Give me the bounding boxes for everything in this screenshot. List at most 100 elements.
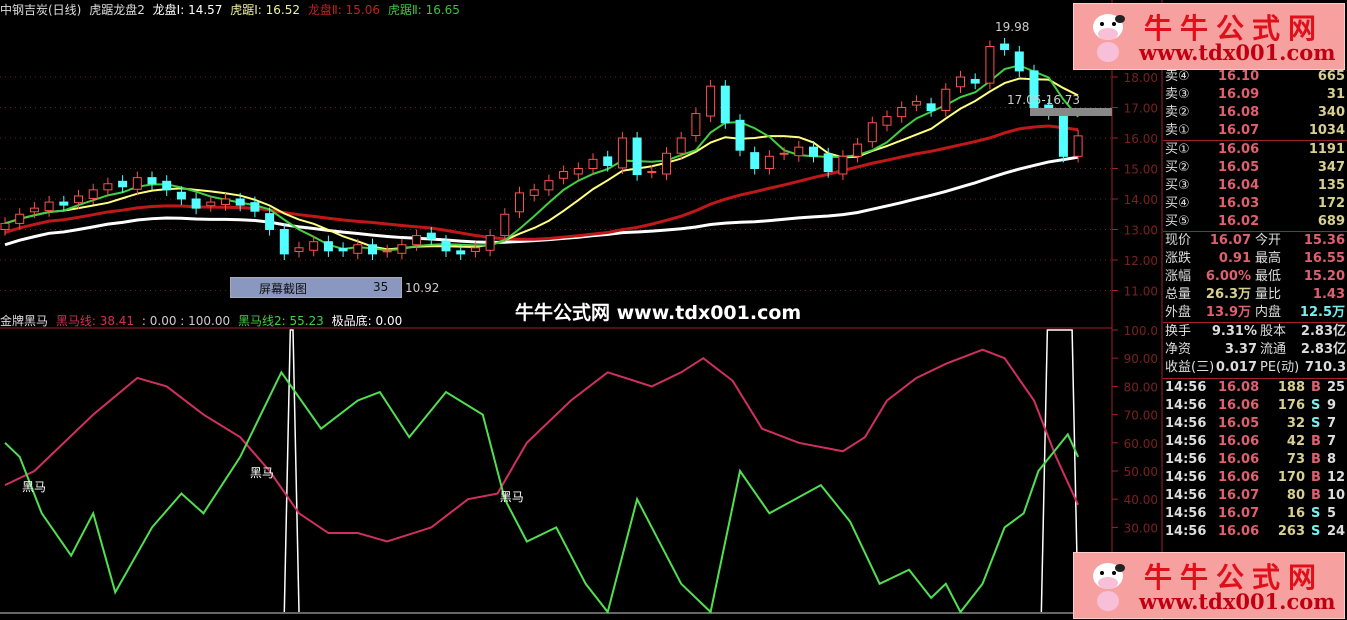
bid-label: 买④ <box>1165 196 1190 211</box>
tick-time: 14:56 <box>1165 488 1207 503</box>
candle-body <box>338 247 348 252</box>
candle-body <box>544 180 554 191</box>
candle-body <box>1058 115 1068 157</box>
tick-direction: B <box>1311 380 1321 395</box>
bid-volume: 689 <box>1317 214 1345 229</box>
tick-price: 16.06 <box>1218 452 1260 467</box>
indicator-header: 金牌黑马 黑马线: 38.41 : 0.00 : 100.00 黑马线2: 55… <box>0 312 406 329</box>
ma-legend-4: 虎踞Ⅱ: 16.65 <box>387 3 460 17</box>
candle-body <box>250 202 260 212</box>
candle-body <box>853 143 863 157</box>
tick-row: 14:56 16.06 176 S 9 <box>1163 397 1347 415</box>
tick-count: 24 <box>1327 524 1346 539</box>
ma-legend-1: 龙盘Ⅰ: 14.57 <box>152 3 223 17</box>
price-axis-label: 12.00 <box>1124 254 1158 268</box>
stat-label: 今开 <box>1255 233 1282 248</box>
watermark-name: 牛牛公式网 <box>1144 12 1325 45</box>
indicator-axis-label: 70.00 <box>1124 409 1158 423</box>
tick-volume: 16 <box>1286 506 1305 521</box>
ma-legend-3: 龙盘Ⅱ: 15.06 <box>307 3 380 17</box>
tick-direction: S <box>1311 524 1321 539</box>
fin-row: 净资 3.37 流通 2.83亿 <box>1163 341 1347 359</box>
candle-body <box>750 152 760 169</box>
candle-body <box>941 88 951 112</box>
watermark-url: www.tdx001.com <box>1139 589 1336 614</box>
bid-volume: 135 <box>1317 178 1345 193</box>
ask-row: 卖① 16.07 1034 <box>1163 122 1347 140</box>
indicator-axis-label: 100.0 <box>1124 324 1158 338</box>
bid-row: 买② 16.05 347 <box>1163 159 1347 177</box>
tick-price: 16.07 <box>1218 488 1260 503</box>
candle-body <box>29 207 39 213</box>
ask-label: 卖① <box>1165 123 1190 138</box>
candle-body <box>838 155 848 175</box>
candle-body <box>1000 43 1010 51</box>
candle-body <box>676 137 686 154</box>
heima-signal-label: 黑马 <box>250 466 274 480</box>
candle-body <box>809 146 818 157</box>
candle-body <box>529 189 539 196</box>
stat-value: 12.5万 <box>1299 305 1345 320</box>
low-price-label: 10.92 <box>405 281 439 295</box>
candle-body <box>147 177 157 185</box>
indicator-axis-label: 50.00 <box>1124 465 1158 479</box>
fin-row: 收益(三) 0.017 PE(动) 710.3 <box>1163 359 1347 377</box>
stat-row: 总量 26.3万 量比 1.43 <box>1163 286 1347 304</box>
candle-body <box>309 241 319 251</box>
fin-label: 换手 <box>1165 324 1192 339</box>
stat-value: 13.9万 <box>1205 305 1251 320</box>
candle-body <box>279 229 289 255</box>
candle-body <box>323 241 333 252</box>
tick-direction: S <box>1311 398 1321 413</box>
fin-value: 9.31% <box>1211 324 1257 339</box>
stat-row: 现价 16.07 今开 15.36 <box>1163 232 1347 250</box>
candle-body <box>735 119 745 151</box>
candle-body <box>206 201 216 207</box>
tick-count: 7 <box>1327 416 1337 431</box>
candle-body <box>103 183 113 191</box>
signal-spike-line <box>283 329 300 613</box>
candle-body <box>221 198 230 205</box>
heima-line-2 <box>4 370 1080 615</box>
tick-row: 14:56 16.05 32 S 7 <box>1163 415 1347 433</box>
stat-value: 16.07 <box>1209 233 1251 248</box>
candle-body <box>456 250 466 255</box>
section-divider <box>1163 322 1347 323</box>
candle-body <box>794 146 804 157</box>
bid-price: 16.04 <box>1218 178 1260 193</box>
tick-price: 16.06 <box>1218 434 1260 449</box>
tick-time: 14:56 <box>1165 380 1207 395</box>
candle-body <box>882 116 892 126</box>
screenshot-tooltip[interactable]: 屏幕截图 35 <box>230 277 402 298</box>
ma-white-line <box>4 155 1079 247</box>
candle-body <box>691 113 701 137</box>
indicator-legend-2: : 0.00 : 100.00 <box>141 314 231 328</box>
fin-label: 股本 <box>1260 324 1287 339</box>
candle-body <box>1073 135 1083 157</box>
tick-time: 14:56 <box>1165 524 1207 539</box>
tick-count: 9 <box>1327 398 1337 413</box>
tick-count: 8 <box>1327 452 1337 467</box>
candle-body <box>59 201 69 206</box>
watermark-name: 牛牛公式网 <box>1144 561 1325 594</box>
tick-count: 10 <box>1327 488 1346 503</box>
stat-label: 最低 <box>1255 269 1282 284</box>
fin-label: 收益(三) <box>1165 360 1215 375</box>
tick-volume: 170 <box>1277 470 1305 485</box>
price-axis-label: 17.00 <box>1124 102 1158 116</box>
candle-body <box>632 137 642 176</box>
tick-row: 14:56 16.06 73 B 8 <box>1163 451 1347 469</box>
indicator-axis-label: 80.00 <box>1124 380 1158 394</box>
stat-label: 涨跌 <box>1165 251 1192 266</box>
tick-volume: 80 <box>1286 488 1305 503</box>
tick-volume: 188 <box>1277 380 1305 395</box>
candle-body <box>647 171 657 174</box>
fin-value: 2.83亿 <box>1300 342 1346 357</box>
tick-price: 16.08 <box>1218 380 1260 395</box>
indicator-legend-4: 极品底: 0.00 <box>331 314 403 328</box>
candle-body <box>485 235 495 251</box>
indicator-axis-label: 60.00 <box>1124 437 1158 451</box>
candle-body <box>15 213 25 224</box>
fin-label: 流通 <box>1260 342 1287 357</box>
